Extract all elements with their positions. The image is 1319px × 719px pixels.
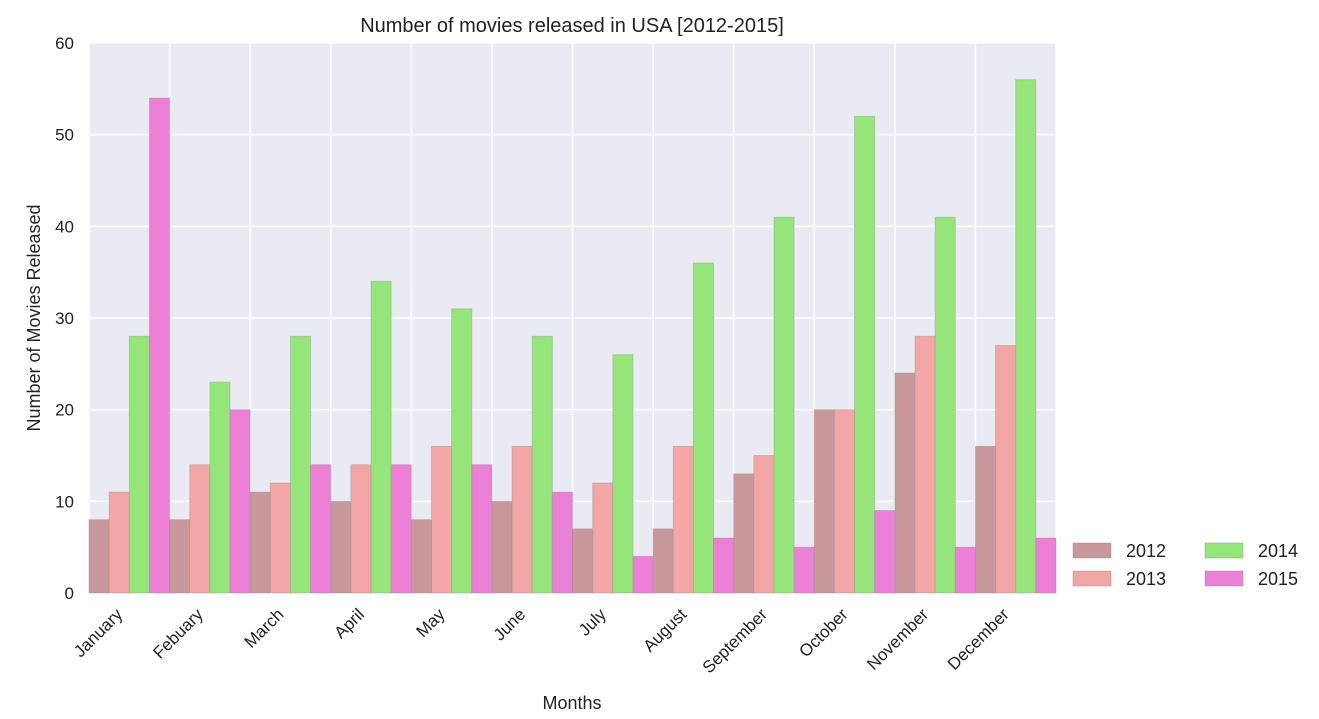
legend-label-2015: 2015 bbox=[1258, 569, 1298, 589]
x-tick-label: June bbox=[490, 605, 530, 645]
y-tick-label: 40 bbox=[55, 217, 74, 236]
legend-label-2012: 2012 bbox=[1126, 541, 1166, 561]
y-tick-label: 20 bbox=[55, 401, 74, 420]
bar-2015-may bbox=[471, 464, 493, 594]
y-tick-label: 0 bbox=[65, 584, 74, 603]
bar-2014-april bbox=[370, 280, 392, 594]
x-tick-labels: January Febuary March April May June July Augus… bbox=[70, 605, 1013, 678]
legend-label-2013: 2013 bbox=[1126, 569, 1166, 589]
bar-2014-november bbox=[934, 216, 956, 594]
legend-swatch-2015 bbox=[1204, 570, 1244, 587]
x-tick-label: May bbox=[412, 605, 448, 641]
bar-2015-april bbox=[390, 464, 412, 594]
legend: 2012 2013 2014 2015 bbox=[1072, 541, 1298, 589]
chart-title: Number of movies released in USA [2012-2… bbox=[360, 15, 784, 37]
bar-2012-august bbox=[652, 528, 674, 594]
bar-2015-june bbox=[551, 491, 574, 594]
bar-2013-march bbox=[269, 482, 291, 594]
bar-2012-october bbox=[813, 409, 835, 594]
bar-2014-september bbox=[773, 216, 795, 594]
bar-2013-november bbox=[914, 335, 936, 594]
bar-2014-febuary bbox=[209, 381, 231, 594]
bar-2013-december bbox=[995, 345, 1017, 594]
bar-2013-july bbox=[592, 482, 614, 594]
bar-2014-june bbox=[531, 335, 553, 594]
bar-2015-march bbox=[310, 464, 332, 594]
x-axis-label: Months bbox=[542, 693, 601, 713]
bar-2013-january bbox=[108, 491, 130, 594]
bar-2013-april bbox=[350, 464, 372, 594]
bar-2015-december bbox=[1035, 537, 1057, 594]
bar-2014-march bbox=[289, 335, 312, 594]
legend-swatch-2012 bbox=[1072, 542, 1112, 559]
x-tick-label: November bbox=[863, 605, 932, 674]
bar-2012-december bbox=[974, 445, 997, 594]
bar-2014-october bbox=[854, 115, 876, 594]
bar-2015-august bbox=[713, 537, 735, 594]
x-tick-label: March bbox=[241, 605, 288, 652]
bar-2015-september bbox=[793, 546, 815, 594]
x-tick-label: July bbox=[575, 605, 610, 640]
y-tick-label: 10 bbox=[55, 492, 74, 511]
bars bbox=[88, 79, 1057, 594]
y-tick-label: 30 bbox=[55, 309, 74, 328]
bar-2012-january bbox=[88, 519, 110, 594]
x-tick-label: December bbox=[944, 605, 1013, 674]
bar-2012-april bbox=[330, 500, 352, 594]
bar-2015-january bbox=[148, 97, 171, 594]
x-tick-label: October bbox=[795, 605, 851, 661]
bar-2015-july bbox=[632, 555, 654, 594]
bar-2014-july bbox=[612, 354, 634, 594]
y-tick-label: 60 bbox=[55, 34, 74, 53]
bar-2012-september bbox=[733, 473, 755, 594]
bar-2012-febuary bbox=[169, 519, 191, 594]
legend-swatch-2014 bbox=[1204, 542, 1244, 559]
y-tick-label: 50 bbox=[55, 126, 74, 145]
bar-2012-march bbox=[249, 491, 271, 594]
bar-2015-october bbox=[874, 510, 896, 594]
bar-2013-may bbox=[430, 445, 453, 594]
bar-2013-june bbox=[511, 445, 533, 594]
bar-2014-may bbox=[451, 308, 473, 594]
bar-2012-july bbox=[572, 528, 594, 594]
bar-2013-august bbox=[672, 445, 694, 594]
bar-2013-october bbox=[833, 409, 856, 594]
bar-2012-june bbox=[491, 500, 513, 594]
bar-2015-febuary bbox=[229, 409, 251, 594]
x-tick-label: Febuary bbox=[149, 605, 207, 663]
bar-2013-september bbox=[753, 455, 775, 594]
x-tick-label: September bbox=[699, 605, 771, 677]
bar-2014-august bbox=[692, 262, 715, 594]
y-tick-labels: 0 10 20 30 40 50 60 bbox=[55, 34, 74, 603]
x-tick-label: August bbox=[640, 605, 691, 656]
bar-2012-may bbox=[410, 519, 432, 594]
bar-2014-december bbox=[1015, 79, 1037, 594]
legend-label-2014: 2014 bbox=[1258, 541, 1298, 561]
bar-2013-febuary bbox=[189, 464, 211, 594]
x-tick-label: April bbox=[331, 605, 368, 642]
bar-2012-november bbox=[894, 372, 916, 594]
legend-swatch-2013 bbox=[1072, 570, 1112, 587]
bar-2014-january bbox=[128, 335, 150, 594]
y-axis-label: Number of Movies Released bbox=[24, 204, 44, 431]
x-tick-label: January bbox=[70, 605, 127, 662]
bar-2015-november bbox=[954, 546, 976, 594]
